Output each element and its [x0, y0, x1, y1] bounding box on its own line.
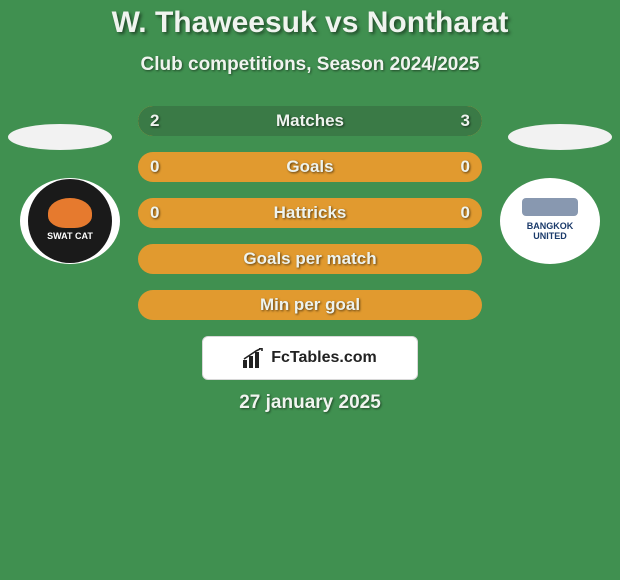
stat-row: Goals0 0 [138, 152, 482, 182]
stat-row: Hattricks0 0 [138, 198, 482, 228]
page-date: 27 january 2025 [0, 392, 620, 414]
stat-value-left: 0 [150, 198, 159, 228]
stat-row: Min per goal [138, 290, 482, 320]
stat-label: Goals [138, 152, 482, 182]
player-marker-left [8, 124, 112, 150]
stat-value-left: 2 [150, 106, 159, 136]
club-badge-right-inner: BANGKOK UNITED [508, 179, 592, 263]
club-badge-right-text: BANGKOK UNITED [508, 220, 592, 244]
stats-container: Matches23Goals00Hattricks00Goals per mat… [138, 106, 482, 320]
club-badge-right: BANGKOK UNITED [500, 178, 600, 264]
stat-value-right: 0 [461, 152, 470, 182]
page-subtitle: Club competitions, Season 2024/2025 [0, 54, 620, 76]
stat-label: Hattricks [138, 198, 482, 228]
club-badge-left-accent [48, 198, 92, 228]
stat-label: Goals per match [138, 244, 482, 274]
stat-row: Goals per match [138, 244, 482, 274]
stat-value-right: 0 [461, 198, 470, 228]
club-badge-left-text: SWAT CAT [45, 230, 95, 244]
stat-row: Matches2 3 [138, 106, 482, 136]
stat-value-right: 3 [461, 106, 470, 136]
club-badge-left: SWAT CAT [20, 178, 120, 264]
player-marker-right [508, 124, 612, 150]
stat-label: Matches [138, 106, 482, 136]
stat-value-left: 0 [150, 152, 159, 182]
attribution-text: FcTables.com [271, 349, 377, 367]
attribution-box[interactable]: FcTables.com [202, 336, 418, 380]
club-badge-left-inner: SWAT CAT [28, 179, 112, 263]
club-badge-right-accent [522, 198, 578, 216]
page-title: W. Thaweesuk vs Nontharat [0, 0, 620, 40]
stat-label: Min per goal [138, 290, 482, 320]
chart-icon [243, 348, 265, 368]
